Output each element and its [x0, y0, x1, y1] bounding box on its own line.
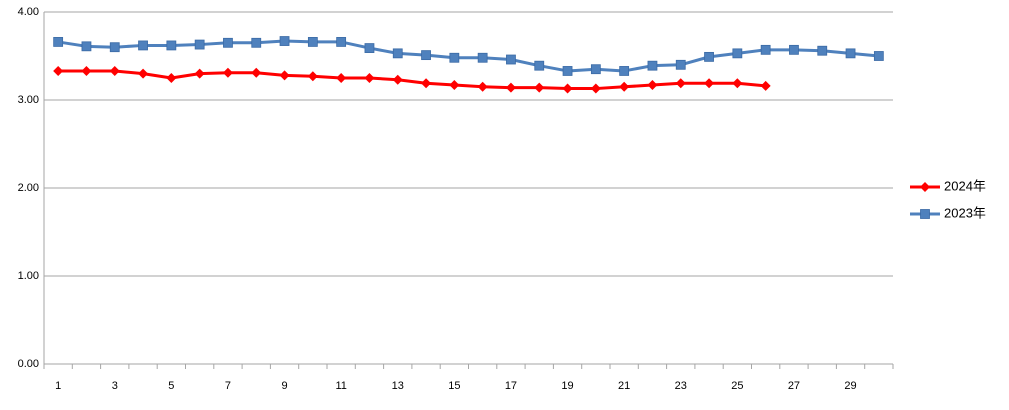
data-point: [166, 40, 177, 51]
data-point: [760, 80, 771, 91]
data-point: [138, 68, 149, 79]
data-point: [817, 45, 828, 56]
x-tick-label: 3: [112, 380, 118, 392]
data-point: [194, 68, 205, 79]
data-point: [534, 60, 545, 71]
data-point: [421, 78, 432, 89]
data-point: [506, 54, 516, 65]
data-point: [449, 52, 460, 63]
data-point: [421, 50, 431, 61]
data-point: [194, 39, 205, 50]
y-tick-label: 4.00: [18, 6, 39, 18]
data-point: [675, 78, 686, 89]
legend-marker: [920, 182, 930, 192]
data-point: [477, 81, 488, 92]
data-point: [873, 51, 884, 61]
data-point: [449, 80, 460, 91]
data-point: [81, 41, 92, 52]
legend-label: 2023年: [944, 205, 986, 220]
data-point: [562, 83, 573, 94]
data-point: [704, 51, 714, 62]
x-tick-label: 29: [844, 380, 856, 392]
data-point: [505, 82, 516, 93]
x-tick-label: 17: [505, 380, 517, 392]
data-point: [789, 44, 799, 55]
data-point: [845, 48, 856, 59]
legend-label: 2024年: [944, 178, 986, 193]
data-point: [307, 37, 318, 47]
data-point: [336, 37, 347, 47]
data-point: [364, 73, 375, 83]
data-point: [704, 78, 715, 89]
x-tick-label: 19: [561, 380, 573, 392]
data-point: [732, 78, 743, 89]
data-point: [53, 65, 64, 76]
x-tick-label: 5: [168, 380, 174, 392]
data-point: [590, 64, 601, 75]
x-tick-label: 1: [55, 380, 61, 392]
data-point: [590, 83, 601, 94]
y-tick-label: 3.00: [18, 94, 39, 106]
data-point: [392, 48, 403, 59]
data-point: [534, 82, 545, 93]
y-tick-label: 2.00: [18, 182, 39, 194]
data-point: [251, 67, 262, 78]
data-point: [732, 48, 743, 59]
data-point: [81, 65, 92, 76]
y-tick-label: 0.00: [18, 358, 39, 370]
data-point: [138, 40, 148, 51]
x-tick-label: 11: [335, 380, 346, 392]
data-point: [166, 73, 177, 83]
data-point: [364, 43, 375, 53]
x-tick-label: 13: [392, 380, 404, 392]
data-point: [53, 37, 64, 47]
data-point: [223, 37, 233, 48]
x-tick-label: 7: [225, 380, 231, 392]
x-tick-label: 25: [731, 380, 743, 392]
data-point: [477, 52, 488, 63]
data-point: [647, 60, 658, 71]
data-point: [562, 66, 573, 76]
series-line: [57, 39, 879, 73]
data-point: [222, 67, 233, 78]
data-point: [392, 74, 403, 85]
data-point: [619, 66, 630, 76]
series-line: [58, 69, 766, 91]
x-tick-label: 15: [448, 380, 460, 392]
data-point: [279, 70, 290, 81]
data-point: [336, 73, 347, 83]
data-point: [760, 44, 771, 55]
x-tick-label: 21: [618, 380, 630, 392]
y-tick-label: 1.00: [18, 270, 39, 282]
data-point: [675, 59, 686, 70]
data-point: [307, 71, 318, 82]
data-point: [647, 80, 658, 91]
legend-marker: [920, 209, 930, 219]
data-point: [279, 36, 290, 46]
data-point: [109, 42, 120, 53]
x-tick-label: 9: [281, 380, 287, 392]
data-point: [109, 65, 120, 76]
x-tick-label: 23: [675, 380, 687, 392]
data-point: [251, 37, 262, 48]
data-point: [619, 81, 630, 92]
x-tick-label: 27: [788, 380, 800, 392]
